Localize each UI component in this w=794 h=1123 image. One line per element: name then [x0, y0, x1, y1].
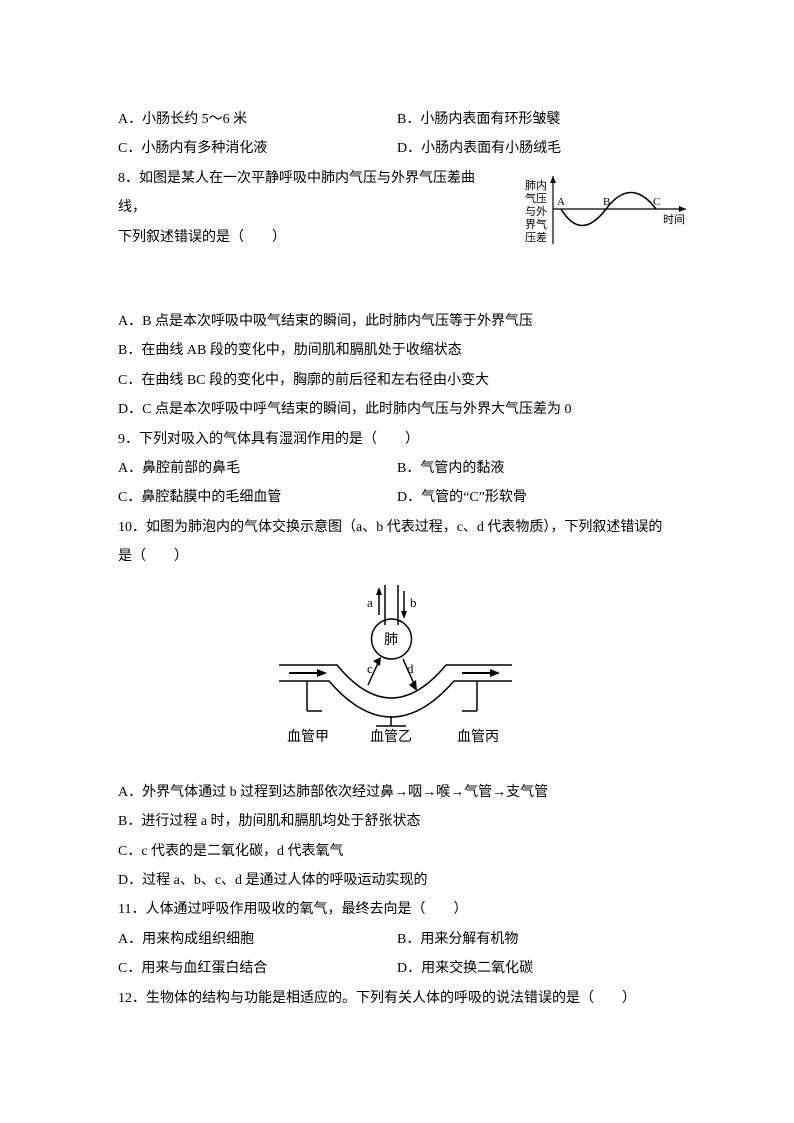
q7-opt-c: C．小肠内有多种消化液	[118, 134, 397, 163]
q8-stem2: 下列叙述错误的是（ ）	[118, 223, 318, 252]
q8-opt-b: B．在曲线 AB 段的变化中，肋间肌和膈肌处于收缩状态	[118, 336, 676, 365]
q11-opt-a: A．用来构成组织细胞	[118, 925, 397, 954]
svg-text:c: c	[367, 661, 373, 676]
ylabel-3: 与外	[525, 205, 547, 218]
q12-stem: 12．生物体的结构与功能是相适应的。下列有关人体的呼吸的说法错误的是（ ）	[118, 984, 676, 1013]
q8-opt-c: C．在曲线 BC 段的变化中，胸廓的前后径和左右径由小变大	[118, 366, 676, 395]
ylabel-4: 界气	[525, 217, 547, 231]
q11-options-row1: A．用来构成组织细胞 B．用来分解有机物	[118, 925, 676, 954]
svg-text:d: d	[407, 661, 414, 676]
svg-text:b: b	[410, 595, 417, 610]
ylabel-1: 肺内	[525, 178, 547, 192]
svg-text:a: a	[367, 595, 373, 610]
q7-opt-b: B．小肠内表面有环形皱襞	[397, 105, 676, 134]
svg-text:肺: 肺	[384, 632, 398, 648]
svg-text:血管乙: 血管乙	[370, 729, 412, 745]
q11-options-row2: C．用来与血红蛋白结合 D．用来交换二氧化碳	[118, 954, 676, 983]
q11-opt-d: D．用来交换二氧化碳	[397, 954, 676, 983]
q9-options-row2: C．鼻腔黏膜中的毛细血管 D．气管的“C”形软骨	[118, 483, 676, 512]
q9-opt-d: D．气管的“C”形软骨	[397, 483, 676, 512]
svg-text:C: C	[653, 196, 660, 208]
q9-opt-b: B．气管内的黏液	[397, 454, 676, 483]
q11-stem: 11．人体通过呼吸作用吸收的氧气，最终去向是（ ）	[118, 895, 676, 924]
ylabel-5: 压差	[525, 230, 547, 244]
spacer	[118, 252, 676, 307]
q10-figure: a b 肺 c d 血管甲 血管乙 血管丙	[118, 581, 676, 767]
q9-opt-a: A．鼻腔前部的鼻毛	[118, 454, 397, 483]
q9-stem: 9．下列对吸入的气体具有湿润作用的是（ ）	[118, 425, 676, 454]
svg-text:时间: 时间	[663, 213, 685, 226]
q11-opt-c: C．用来与血红蛋白结合	[118, 954, 397, 983]
q8-opt-a: A．B 点是本次呼吸中吸气结束的瞬间，此时肺内气压等于外界气压	[118, 307, 676, 336]
q7-options-row1: A．小肠长约 5～6 米 B．小肠内表面有环形皱襞	[118, 105, 676, 134]
q9-opt-c: C．鼻腔黏膜中的毛细血管	[118, 483, 397, 512]
q8: 8．如图是某人在一次平静呼吸中肺内气压与外界气压差曲线， 下列叙述错误的是（ ）…	[118, 164, 676, 252]
q10-opt-b: B．进行过程 a 时，肋间肌和膈肌均处于舒张状态	[118, 807, 676, 836]
svg-text:血管丙: 血管丙	[457, 729, 499, 745]
q10-opt-d: D．过程 a、b、c、d 是通过人体的呼吸运动实现的	[118, 866, 676, 895]
q11-opt-b: B．用来分解有机物	[397, 925, 676, 954]
ylabel-2: 气压	[525, 191, 547, 205]
q7-options-row2: C．小肠内有多种消化液 D．小肠内表面有小肠绒毛	[118, 134, 676, 163]
q7-opt-d: D．小肠内表面有小肠绒毛	[397, 134, 676, 163]
page: A．小肠长约 5～6 米 B．小肠内表面有环形皱襞 C．小肠内有多种消化液 D．…	[0, 0, 794, 1013]
q8-figure: 肺内 气压 与外 界气 压差 A B C 时间	[521, 164, 696, 254]
svg-text:B: B	[603, 196, 610, 208]
q10-opt-c: C．c 代表的是二氧化碳，d 代表氧气	[118, 837, 676, 866]
q10-stem: 10．如图为肺泡内的气体交换示意图（a、b 代表过程，c、d 代表物质），下列叙…	[118, 513, 676, 572]
q9-options-row1: A．鼻腔前部的鼻毛 B．气管内的黏液	[118, 454, 676, 483]
q10-opt-a: A．外界气体通过 b 过程到达肺部依次经过鼻→咽→喉→气管→支气管	[118, 778, 676, 807]
q7-opt-a: A．小肠长约 5～6 米	[118, 105, 397, 134]
q8-stem1: 8．如图是某人在一次平静呼吸中肺内气压与外界气压差曲线，	[118, 164, 498, 223]
svg-text:A: A	[557, 196, 565, 208]
svg-text:血管甲: 血管甲	[287, 729, 329, 745]
q8-opt-d: D．C 点是本次呼吸中呼气结束的瞬间，此时肺内气压与外界大气压差为 0	[118, 395, 676, 424]
